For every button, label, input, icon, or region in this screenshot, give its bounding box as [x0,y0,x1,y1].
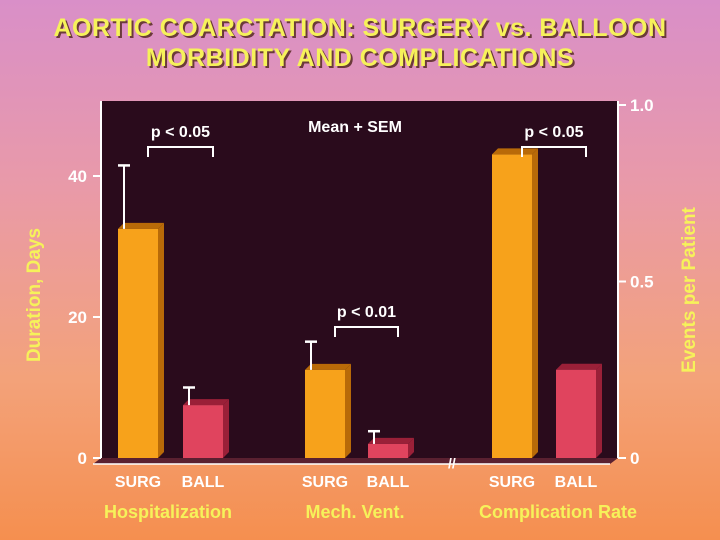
bar-side [532,148,538,459]
x-tick-label: BALL [182,474,225,491]
group-label: Mech. Vent. [305,502,404,522]
right-axis-label: Events per Patient [679,206,700,372]
significance-bracket [147,146,214,157]
bar-top [556,363,602,370]
right-tick-label: 0.5 [630,273,654,292]
left-axis-label: Duration, Days [24,228,45,362]
left-tick-label: 0 [78,449,87,468]
x-tick-label: SURG [115,474,161,491]
significance-bracket [334,326,399,337]
bar-top [183,399,229,406]
bar-side [158,222,164,458]
x-tick-label: BALL [367,474,410,491]
bar-hospitalization-surg [118,228,158,458]
p-value-label: p < 0.05 [151,124,210,141]
bar-complication-rate-surg [492,154,532,459]
bar-side [223,399,229,458]
bar-top [492,148,538,155]
bar-top [118,222,164,229]
significance-bracket [521,146,587,157]
bar-complication-rate-ball [556,369,596,458]
bar-hospitalization-ball [183,405,223,458]
chart-title-line1: AORTIC COARCTATION: SURGERY vs. BALLOON [53,14,667,42]
x-tick-label: SURG [489,474,535,491]
bar-mech-vent--ball [368,443,408,458]
right-tick-label: 1.0 [630,96,654,115]
bar-mech-vent--surg [305,369,345,458]
p-value-label: p < 0.01 [337,304,396,321]
right-tick-label: 0 [630,449,639,468]
plot-area [101,101,618,458]
p-value-label: p < 0.05 [524,124,583,141]
group-label: Complication Rate [479,502,637,522]
plot-floor [93,458,618,464]
bar-top [305,363,351,370]
left-tick-label: 20 [68,308,87,327]
left-tick-label: 40 [68,167,87,186]
bar-side [596,363,602,458]
bar-top [368,437,414,444]
x-tick-label: BALL [555,474,598,491]
chart-title-line2: MORBIDITY AND COMPLICATIONS [145,44,575,72]
bar-side [345,363,351,458]
bar-side [408,437,414,458]
group-label: Hospitalization [104,502,232,522]
axis-break-mark: // [448,455,456,471]
x-tick-label: SURG [302,474,348,491]
legend-note: Mean + SEM [308,119,402,136]
